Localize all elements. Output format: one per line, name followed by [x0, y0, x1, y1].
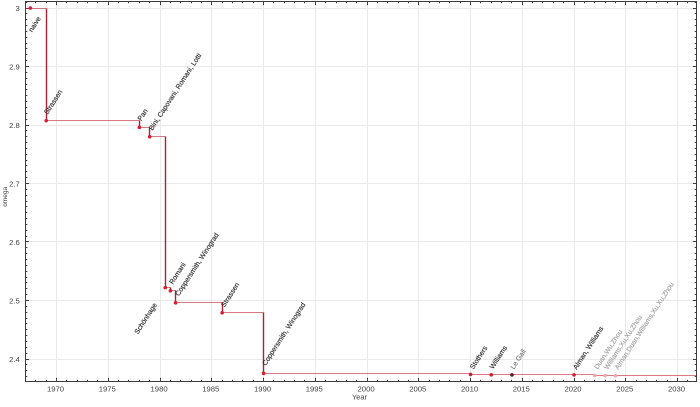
svg-text:1970: 1970 [47, 384, 64, 393]
svg-text:1975: 1975 [99, 384, 116, 393]
svg-text:2.6: 2.6 [9, 238, 20, 247]
svg-text:2.9: 2.9 [9, 62, 20, 71]
svg-text:1980: 1980 [151, 384, 168, 393]
svg-text:omega: omega [2, 186, 9, 206]
svg-text:3: 3 [16, 4, 20, 13]
svg-text:2015: 2015 [513, 384, 530, 393]
svg-text:2.8: 2.8 [9, 121, 20, 130]
svg-text:1990: 1990 [254, 384, 271, 393]
svg-text:2030: 2030 [668, 384, 685, 393]
svg-text:2000: 2000 [358, 384, 375, 393]
svg-text:2005: 2005 [409, 384, 426, 393]
svg-text:2020: 2020 [564, 384, 581, 393]
svg-text:2.5: 2.5 [9, 296, 20, 305]
svg-text:2.7: 2.7 [9, 179, 20, 188]
svg-text:2.4: 2.4 [9, 355, 20, 364]
svg-text:1995: 1995 [306, 384, 323, 393]
svg-text:2010: 2010 [461, 384, 478, 393]
svg-text:Year: Year [352, 392, 367, 401]
svg-text:2025: 2025 [616, 384, 633, 393]
svg-text:1985: 1985 [202, 384, 219, 393]
